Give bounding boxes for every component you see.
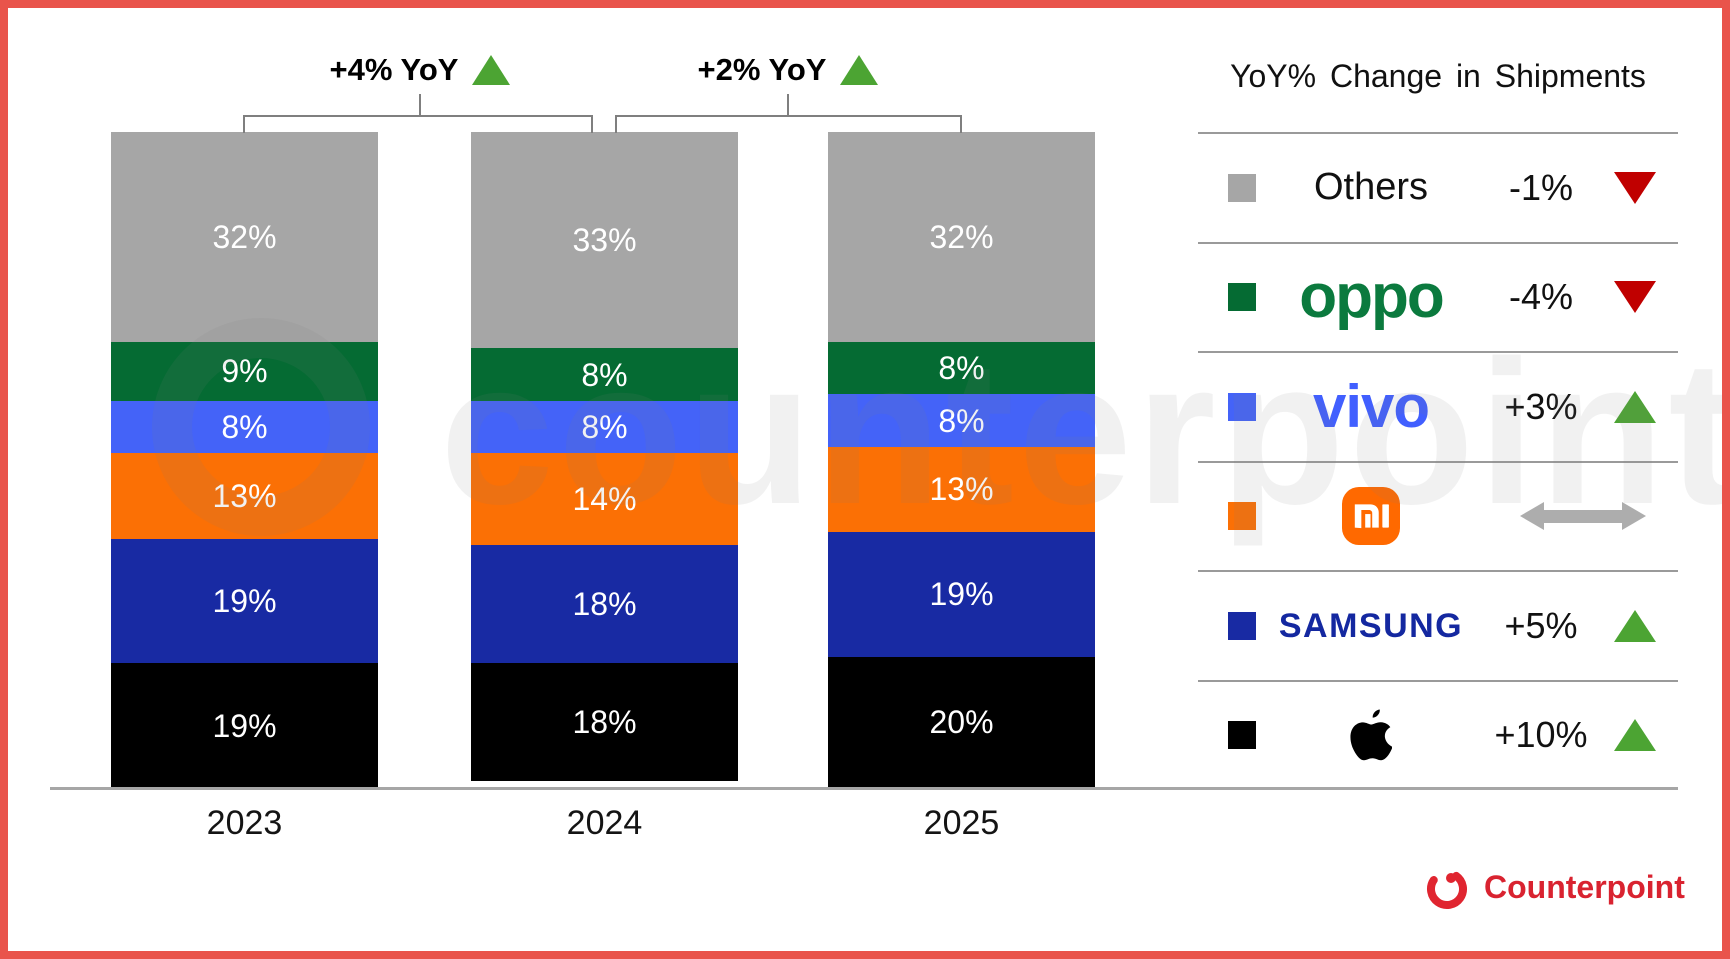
segment-value-label: 13% <box>212 478 277 515</box>
legend-swatch-oppo <box>1228 283 1256 312</box>
legend-row-vivo: vivo +3% <box>1198 351 1678 461</box>
brand-logo-oppo: oppo <box>1256 266 1486 328</box>
segment-value-label: 32% <box>212 218 277 255</box>
segment-others-2023: 32% <box>111 132 378 342</box>
segment-value-label: 14% <box>572 481 637 518</box>
segment-samsung-2023: 19% <box>111 538 378 664</box>
samsung-wordmark: SAMSUNG <box>1278 606 1464 645</box>
segment-samsung-2025: 19% <box>828 532 1095 657</box>
segment-xiaomi-2024: 14% <box>471 453 738 546</box>
segment-value-label: 19% <box>212 707 277 744</box>
legend-title: YoY% Change in Shipments <box>1230 58 1646 94</box>
yoy-change-value-apple: +10% <box>1494 714 1588 756</box>
segment-value-label: 19% <box>929 576 994 613</box>
segment-value-label: 8% <box>938 350 985 387</box>
segment-oppo-2024: 8% <box>471 348 738 401</box>
yoy-change-value-oppo: -4% <box>1508 276 1574 318</box>
legend-row-others: Others -1% <box>1198 132 1678 242</box>
up-triangle-icon <box>1614 609 1656 642</box>
legend-row-apple: +10% <box>1198 679 1678 790</box>
up-triangle-icon <box>472 55 511 85</box>
up-triangle-icon <box>1614 390 1656 423</box>
stacked-bar-2023: 32% 9% 8% 13% 19% 19% <box>111 132 378 788</box>
segment-value-label: 8% <box>938 402 985 439</box>
x-axis-label-2024: 2024 <box>566 804 643 842</box>
oppo-wordmark: oppo <box>1299 262 1444 332</box>
down-triangle-icon <box>1614 281 1656 314</box>
brand-logo-others: Others <box>1256 166 1486 209</box>
segment-apple-2023: 19% <box>111 663 378 788</box>
counterpoint-c-icon <box>1427 869 1467 909</box>
yoy-change-value-samsung: +5% <box>1504 604 1578 646</box>
apple-icon <box>1350 709 1392 761</box>
segment-value-label: 18% <box>572 704 637 741</box>
x-axis-label-2025: 2025 <box>923 804 1000 842</box>
legend-panel: Others -1% oppo -4% vivo +3% SAMSUNG +5% +10% <box>1198 132 1678 789</box>
legend-row-samsung: SAMSUNG +5% <box>1198 570 1678 680</box>
stacked-bar-2024: 33% 8% 8% 14% 18% 18% <box>471 132 738 788</box>
legend-label-others: Others <box>1313 166 1429 209</box>
brand-logo-vivo: vivo <box>1256 372 1486 440</box>
legend-swatch-apple <box>1228 721 1256 750</box>
yoy-change-value-others: -1% <box>1508 166 1574 208</box>
up-triangle-icon <box>840 55 879 85</box>
segment-samsung-2024: 18% <box>471 545 738 664</box>
legend-row-oppo: oppo -4% <box>1198 241 1678 352</box>
bracket-2023-2024 <box>243 115 593 133</box>
segment-apple-2024: 18% <box>471 663 738 782</box>
segment-value-label: 8% <box>581 409 628 446</box>
segment-vivo-2023: 8% <box>111 400 378 454</box>
segment-value-label: 13% <box>929 471 994 508</box>
segment-xiaomi-2025: 13% <box>828 446 1095 533</box>
brand-logo-xiaomi <box>1256 487 1486 546</box>
segment-oppo-2025: 8% <box>828 341 1095 395</box>
up-triangle-icon <box>1614 719 1656 752</box>
segment-value-label: 18% <box>572 586 637 623</box>
legend-row-xiaomi <box>1198 460 1678 571</box>
segment-value-label: 19% <box>212 582 277 619</box>
segment-value-label: 9% <box>221 353 268 390</box>
yoy-annotation-text: +4% YoY <box>329 52 459 87</box>
bracket-2024-2025 <box>615 115 962 133</box>
legend-swatch-samsung <box>1228 611 1256 640</box>
yoy-change-value-vivo: +3% <box>1504 385 1578 427</box>
segment-xiaomi-2023: 13% <box>111 453 378 539</box>
yoy-annotation-2024-2025: +2% YoY <box>618 52 958 88</box>
vivo-wordmark: vivo <box>1312 372 1430 440</box>
segment-value-label: 32% <box>929 218 994 255</box>
segment-value-label: 33% <box>572 222 637 259</box>
x-axis-line <box>50 787 1678 790</box>
yoy-annotation-2023-2024: +4% YoY <box>250 52 590 88</box>
segment-others-2025: 32% <box>828 132 1095 342</box>
segment-value-label: 8% <box>581 356 628 393</box>
x-axis-label-2023: 2023 <box>206 804 283 842</box>
counterpoint-logo: Counterpoint <box>1424 864 1685 910</box>
yoy-annotation-text: +2% YoY <box>697 52 827 87</box>
segment-value-label: 20% <box>929 704 994 741</box>
xiaomi-mi-icon <box>1342 487 1400 546</box>
brand-logo-samsung: SAMSUNG <box>1256 609 1486 643</box>
stacked-bar-2025: 32% 8% 8% 13% 19% 20% <box>828 132 1095 788</box>
segment-value-label: 8% <box>221 409 268 446</box>
segment-apple-2025: 20% <box>828 656 1095 788</box>
legend-swatch-vivo <box>1228 392 1256 421</box>
segment-vivo-2025: 8% <box>828 394 1095 447</box>
legend-swatch-others <box>1228 173 1256 202</box>
segment-vivo-2024: 8% <box>471 400 738 454</box>
segment-oppo-2023: 9% <box>111 341 378 401</box>
segment-others-2024: 33% <box>471 132 738 349</box>
counterpoint-logo-text: Counterpoint <box>1484 868 1685 905</box>
down-triangle-icon <box>1614 171 1656 204</box>
brand-logo-apple <box>1256 707 1486 763</box>
legend-swatch-xiaomi <box>1228 502 1256 531</box>
no-change-arrow-icon <box>1520 502 1646 531</box>
